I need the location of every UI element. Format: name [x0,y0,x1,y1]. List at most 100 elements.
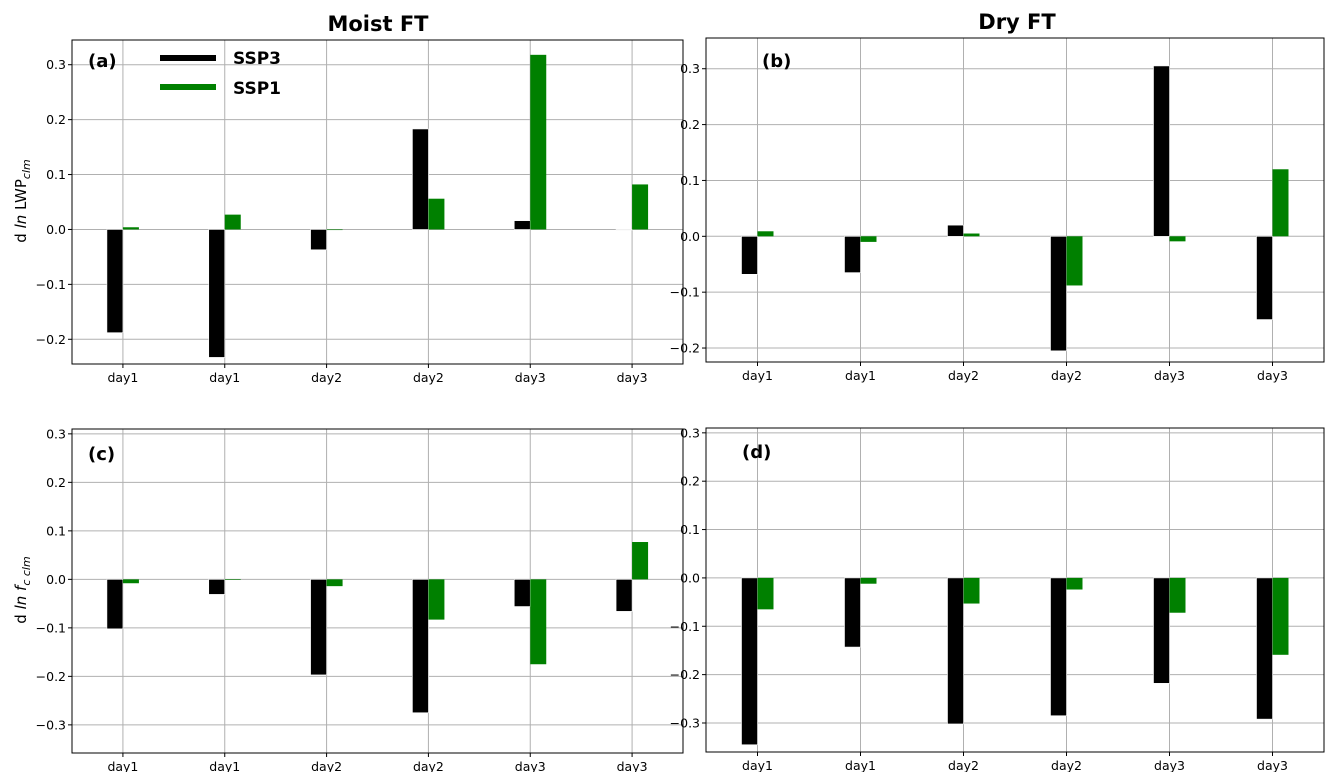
bar-ssp1-3 [1066,577,1083,590]
x-tick-label: day2 [948,368,979,383]
x-tick-label: day1 [209,370,240,385]
bar-ssp3-4 [1153,65,1170,237]
bar-ssp1-3 [428,579,445,620]
bar-ssp1-2 [963,233,980,237]
bar-ssp3-1 [844,236,861,273]
x-tick-label: day3 [1154,368,1185,383]
y-tick-label: 0.3 [680,425,700,440]
y-tick-label: 0.2 [680,117,700,132]
y-tick-label: −0.2 [670,667,700,682]
y-tick-label: 0.1 [46,167,66,182]
panel-d: −0.3 −0.2 −0.1 0.0 0.1 0.2 0.3 day1 day1 day2 day2… [670,425,1325,772]
bar-ssp1-3 [1066,236,1083,286]
y-tick-label: 0.2 [680,474,700,489]
y-tick-label: −0.1 [36,277,66,292]
column-title-moist: Moist FT [327,12,429,36]
legend: SSP3 SSP1 [160,49,281,99]
bar-ssp3-0 [106,579,124,630]
x-tick-label: day3 [617,759,648,772]
bar-ssp3-0 [106,229,124,333]
x-tick-label: day2 [1051,368,1082,383]
plot-frame [71,39,684,365]
bar-ssp3-2 [947,577,964,725]
bar-ssp1-5 [632,184,649,230]
panel-c: −0.3 −0.2 −0.1 0.0 0.1 0.2 0.3 day1 day1 day2 day2… [36,426,684,772]
bar-ssp1-1 [860,577,877,584]
x-tick-label: day2 [311,370,342,385]
x-tick-label: day3 [1257,758,1288,772]
bar-ssp1-1 [860,236,877,242]
bar-ssp3-3 [412,128,429,230]
x-tick-label: day3 [1257,368,1288,383]
bar-ssp3-2 [310,229,327,251]
legend-swatch-ssp1 [160,84,216,90]
x-tick-label: day1 [742,368,773,383]
y-tick-label: −0.1 [36,620,66,635]
bar-ssp3-3 [412,579,429,714]
y-tick-label: 0.0 [46,572,66,587]
bar-ssp3-1 [208,579,226,595]
legend-swatch-ssp3 [160,55,216,61]
x-tick-label: day1 [742,758,773,772]
bar-ssp3-2 [310,579,327,676]
x-tick-label: day2 [948,758,979,772]
panel-a: −0.2 −0.1 0.0 0.1 0.2 0.3 day1 day1 day2 day2 day3… [36,39,684,385]
bar-ssp1-2 [963,577,980,604]
bar-ssp3-5 [1256,236,1273,320]
x-tick-label: day3 [515,370,546,385]
x-tick-label: day3 [1154,758,1185,772]
bar-ssp1-5 [632,542,649,580]
y-tick-label: −0.3 [670,715,700,730]
x-tick-label: day1 [845,758,876,772]
bar-ssp1-0 [757,577,774,610]
plot-frame [705,427,1325,753]
bar-ssp1-0 [122,227,139,230]
y-tick-label: 0.2 [46,112,66,127]
x-tick-label: day3 [617,370,648,385]
x-tick-label: day2 [1051,758,1082,772]
y-axis-label-bottom: d ln fc clm [12,556,33,623]
y-tick-label: 0.0 [680,229,700,244]
bar-ssp3-3 [1050,577,1067,717]
bar-ssp1-4 [530,54,547,230]
bar-ssp1-1 [224,579,241,580]
y-tick-label: 0.1 [680,173,700,188]
bar-ssp1-0 [122,579,139,584]
bar-ssp3-0 [741,236,758,275]
bar-ssp3-3 [1050,236,1067,352]
y-tick-label: 0.3 [46,426,66,441]
y-tick-label: 0.1 [46,523,66,538]
y-tick-label: 0.0 [680,570,700,585]
bar-ssp1-5 [1272,577,1289,655]
y-tick-label: −0.1 [670,285,700,300]
panel-label: (b) [762,51,791,72]
y-tick-label: −0.2 [670,341,700,356]
y-tick-label: 0.2 [46,475,66,490]
y-tick-label: 0.3 [680,61,700,76]
y-tick-label: −0.3 [36,717,66,732]
bar-ssp3-1 [208,229,226,358]
x-tick-label: day1 [107,370,138,385]
plot-frame [705,37,1325,363]
bar-ssp3-1 [844,577,861,648]
bar-ssp3-2 [947,224,964,237]
bar-ssp1-4 [1169,236,1186,242]
bar-ssp1-2 [326,579,343,587]
y-tick-label: −0.2 [36,332,66,347]
bar-ssp1-1 [224,214,241,230]
bar-ssp1-4 [1169,577,1186,613]
y-tick-label: 0.0 [46,222,66,237]
x-tick-label: day3 [515,759,546,772]
x-tick-label: day2 [311,759,342,772]
y-tick-label: −0.2 [36,669,66,684]
y-axis-label-top: d ln LWPclm [12,159,33,242]
panel-label: (c) [88,444,115,465]
plot-frame [71,428,684,754]
panel-label: (a) [88,51,117,72]
bar-ssp1-0 [757,231,774,237]
bar-ssp1-5 [1272,169,1289,237]
panel-b: −0.2 −0.1 0.0 0.1 0.2 0.3 day1 day1 day2 day2 day3… [670,37,1325,383]
legend-label-ssp3: SSP3 [233,49,281,69]
legend-label-ssp1: SSP1 [233,79,281,99]
